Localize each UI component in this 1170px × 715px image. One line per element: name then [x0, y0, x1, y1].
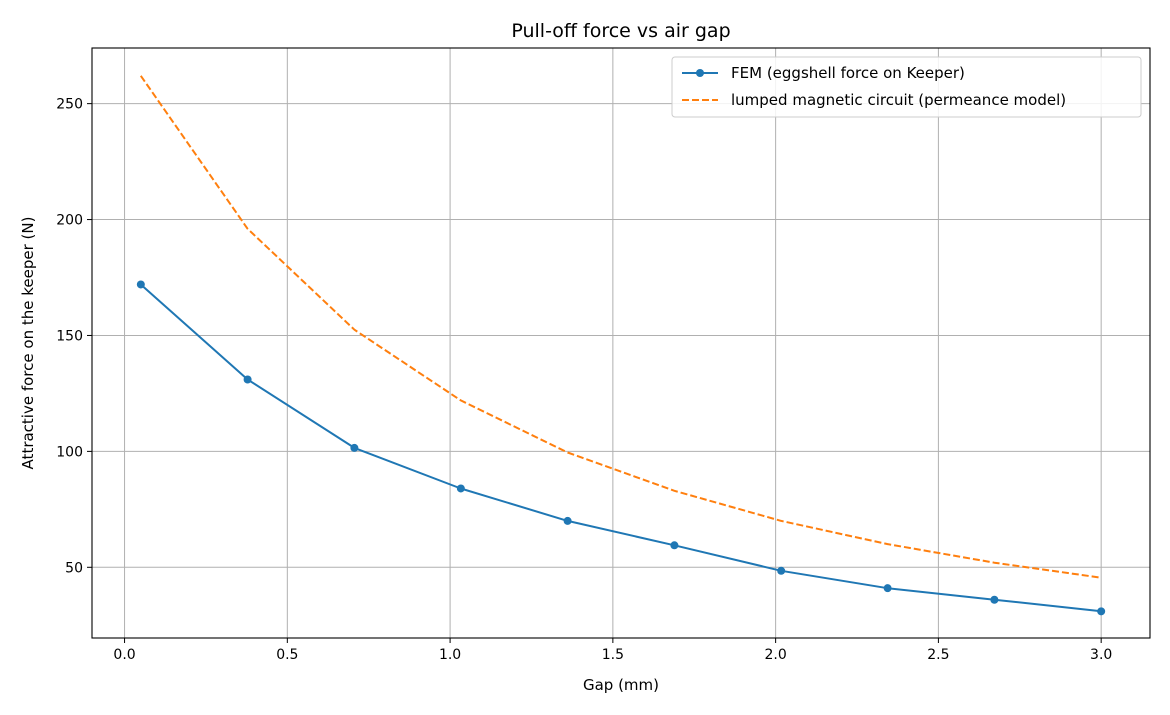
legend-fem-marker	[696, 69, 704, 77]
series-line-1	[139, 75, 1102, 579]
x-tick-label: 0.0	[113, 647, 135, 663]
series-point-0	[1097, 607, 1106, 616]
series-point-0	[456, 484, 465, 493]
series-point-0	[243, 375, 252, 384]
x-axis-title: Gap (mm)	[583, 676, 659, 694]
series-layer	[136, 75, 1106, 616]
x-tick-label: 2.5	[927, 647, 949, 663]
x-tick-label: 0.5	[276, 647, 298, 663]
legend-fem-label: FEM (eggshell force on Keeper)	[731, 64, 965, 82]
grid	[92, 48, 1150, 638]
legend-box	[671, 56, 1142, 118]
series-line-0	[140, 283, 1102, 613]
y-tick-label: 100	[56, 444, 83, 460]
series-point-0	[670, 541, 679, 550]
y-tick-label: 250	[56, 97, 83, 113]
y-axis-title: Attractive force on the keeper (N)	[19, 217, 37, 470]
series-point-0	[883, 584, 892, 593]
series-point-0	[563, 516, 572, 525]
x-tick-label: 1.5	[602, 647, 624, 663]
legend: FEM (eggshell force on Keeper) lumped ma…	[671, 56, 1142, 118]
y-tick-label: 150	[56, 328, 83, 344]
plot-area-frame	[91, 47, 1151, 639]
series-point-0	[777, 566, 786, 575]
chart-title: Pull-off force vs air gap	[511, 20, 730, 42]
ticks: 0.0 0.5 1.0 1.5 2.0 2.5 3.0 50 100 150 200 250	[56, 97, 1112, 663]
y-tick-label: 200	[56, 213, 83, 229]
series-point-0	[990, 595, 999, 604]
x-tick-label: 2.0	[764, 647, 786, 663]
y-tick-label: 50	[65, 560, 83, 576]
series-point-0	[350, 443, 359, 452]
series-point-0	[136, 280, 145, 289]
x-tick-label: 3.0	[1090, 647, 1112, 663]
legend-lumped-label: lumped magnetic circuit (permeance model…	[731, 91, 1066, 109]
x-tick-label: 1.0	[439, 647, 461, 663]
